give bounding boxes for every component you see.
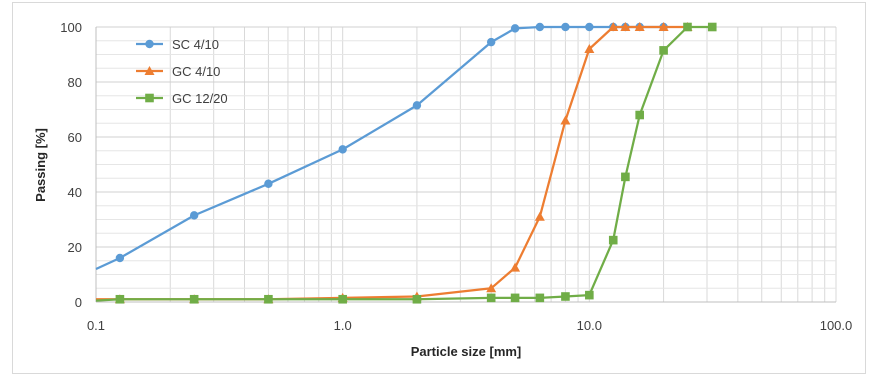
axes: 0.1 1.0 10.0 100.0 0 20 40 60 80 100: [60, 20, 852, 333]
data-point: [189, 211, 199, 220]
data-point: [621, 172, 630, 182]
data-point: [620, 22, 631, 31]
data-point: [510, 24, 520, 33]
y-tick-label: 60: [68, 130, 82, 145]
data-point: [144, 66, 155, 75]
data-point: [658, 22, 669, 31]
data-point: [264, 179, 273, 188]
y-tick-label: 0: [75, 295, 82, 310]
x-axis-title: Particle size [mm]: [411, 344, 522, 359]
data-point: [535, 293, 545, 303]
data-point: [659, 46, 668, 55]
data-point: [412, 101, 422, 110]
series-gc-12-20: [95, 22, 717, 304]
legend-item: GC 4/10: [136, 64, 220, 79]
y-axis-title: Passing [%]: [33, 128, 48, 202]
data-point: [560, 115, 571, 125]
data-point: [510, 262, 521, 272]
legend-label: SC 4/10: [172, 37, 219, 52]
data-point: [707, 22, 717, 32]
y-tick-label: 20: [68, 240, 82, 255]
y-tick-label: 100: [60, 20, 82, 35]
data-point: [486, 293, 496, 303]
data-point: [145, 39, 154, 49]
legend-label: GC 12/20: [172, 91, 228, 106]
x-tick-label: 0.1: [87, 318, 105, 333]
data-point: [635, 110, 644, 120]
data-point: [486, 37, 496, 47]
data-point: [412, 294, 422, 304]
data-point: [585, 22, 594, 32]
data-point: [534, 211, 545, 221]
legend-item: SC 4/10: [136, 37, 219, 52]
data-point: [561, 22, 570, 32]
data-point: [683, 22, 692, 32]
data-point: [535, 22, 545, 32]
legend: SC 4/10 GC 4/10 GC 12/20: [136, 37, 228, 106]
x-tick-label: 1.0: [334, 318, 352, 333]
data-point: [510, 293, 520, 303]
data-point: [608, 22, 619, 31]
data-point: [115, 253, 125, 263]
data-point: [115, 294, 125, 304]
data-point: [338, 145, 347, 154]
series-layer: [95, 22, 717, 304]
data-point: [584, 44, 595, 53]
data-point: [608, 235, 618, 245]
data-point: [486, 283, 497, 293]
series-sc-4-10: [95, 22, 668, 271]
chart-frame: [12, 2, 866, 374]
data-point: [189, 294, 199, 304]
data-point: [338, 294, 347, 304]
y-tick-label: 80: [68, 75, 82, 90]
data-point: [561, 292, 570, 301]
y-tick-label: 40: [68, 185, 82, 200]
data-point: [145, 93, 154, 103]
x-tick-label: 10.0: [577, 318, 602, 333]
data-point: [585, 290, 594, 300]
data-point: [634, 22, 645, 31]
legend-item: GC 12/20: [136, 91, 228, 106]
x-tick-label: 100.0: [820, 318, 853, 333]
legend-label: GC 4/10: [172, 64, 220, 79]
data-point: [264, 294, 273, 304]
